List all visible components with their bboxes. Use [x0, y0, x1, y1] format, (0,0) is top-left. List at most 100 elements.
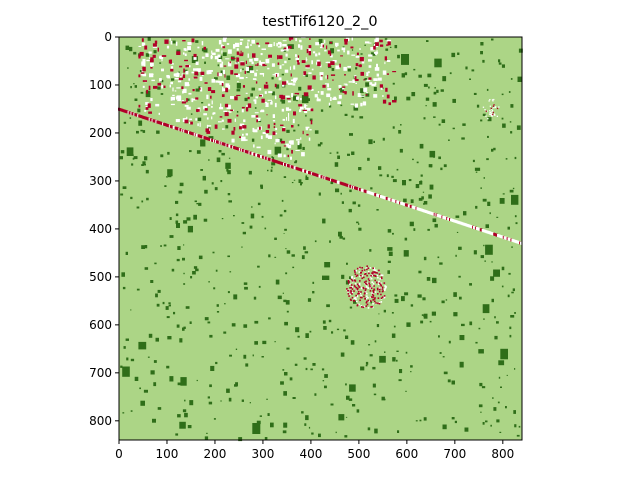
white-pixel — [206, 125, 212, 127]
white-pixel — [260, 110, 265, 113]
white-pixel — [214, 55, 219, 60]
line-white-segment — [497, 234, 499, 237]
red-pixel — [327, 74, 329, 80]
red-pixel — [178, 77, 184, 81]
red-pixel — [138, 54, 141, 59]
green-patch — [184, 399, 186, 402]
white-pixel — [324, 83, 328, 85]
line-red-segment — [245, 150, 248, 154]
blob-red-pixel — [377, 302, 379, 305]
line-red-segment — [339, 181, 342, 185]
white-pixel — [491, 112, 493, 114]
white-pixel — [150, 98, 153, 102]
green-patch — [168, 304, 171, 307]
green-patch — [207, 321, 211, 324]
blob-red-pixel — [363, 269, 366, 271]
green-patch — [251, 206, 253, 208]
line-white-segment — [456, 220, 459, 224]
line-red-segment — [311, 172, 314, 176]
white-pixel — [288, 113, 290, 118]
green-patch — [155, 337, 159, 342]
green-patch — [433, 116, 436, 118]
green-patch — [297, 143, 302, 150]
white-pixel — [324, 49, 327, 52]
green-patch — [278, 138, 283, 143]
green-patch — [244, 286, 248, 290]
line-red-segment — [276, 160, 279, 164]
green-patch — [328, 319, 332, 323]
green-patch — [404, 237, 408, 241]
white-pixel — [201, 74, 204, 76]
green-patch — [212, 251, 215, 254]
white-pixel — [352, 79, 355, 83]
white-pixel — [169, 38, 171, 41]
green-patch — [145, 169, 149, 174]
blob-white-pixel — [353, 297, 356, 300]
red-pixel — [221, 83, 224, 86]
white-pixel — [149, 73, 154, 78]
green-patch — [486, 88, 489, 91]
white-pixel — [309, 129, 312, 131]
red-pixel — [365, 94, 368, 96]
green-patch — [428, 194, 432, 199]
green-patch — [154, 262, 157, 265]
red-pixel — [242, 85, 245, 88]
white-pixel — [207, 103, 211, 106]
white-pixel — [142, 85, 145, 88]
white-pixel — [142, 58, 146, 64]
green-patch — [387, 260, 391, 263]
green-patch — [348, 208, 352, 213]
blob-white-pixel — [360, 294, 362, 297]
line-white-segment — [368, 191, 371, 195]
line-red-segment — [212, 139, 214, 142]
line-red-segment — [253, 152, 256, 156]
white-pixel — [377, 77, 382, 81]
line-white-segment — [248, 151, 251, 155]
green-patch — [478, 404, 483, 408]
green-patch — [429, 150, 436, 158]
white-pixel — [292, 78, 297, 83]
white-pixel — [176, 87, 181, 89]
red-pixel — [358, 64, 362, 67]
red-pixel — [256, 42, 259, 45]
line-white-segment — [133, 112, 136, 116]
blob-red-pixel — [372, 293, 374, 296]
green-patch — [180, 377, 187, 386]
blob-red-pixel — [380, 284, 382, 287]
red-pixel — [186, 98, 188, 103]
green-patch — [418, 197, 423, 201]
white-pixel — [271, 63, 275, 67]
white-pixel — [260, 53, 263, 56]
line-white-segment — [450, 218, 452, 222]
white-pixel — [221, 50, 223, 54]
green-patch — [169, 217, 172, 220]
line-red-segment — [247, 150, 250, 154]
white-pixel — [201, 56, 205, 59]
red-pixel — [296, 60, 299, 63]
line-white-segment — [471, 225, 473, 229]
line-white-segment — [403, 203, 406, 206]
red-pixel — [190, 121, 193, 125]
green-patch — [438, 123, 441, 126]
white-pixel — [184, 53, 187, 56]
red-pixel — [141, 38, 144, 42]
green-patch — [261, 356, 264, 358]
green-patch — [423, 203, 425, 205]
white-pixel — [260, 126, 262, 131]
blob-red-pixel — [360, 291, 362, 293]
green-patch — [295, 327, 300, 333]
white-pixel — [496, 115, 498, 117]
line-red-segment — [359, 188, 362, 192]
line-red-segment — [479, 228, 482, 232]
green-patch — [138, 341, 147, 350]
white-pixel — [270, 101, 273, 105]
white-pixel — [489, 111, 492, 113]
white-pixel — [149, 73, 154, 75]
green-patch — [137, 108, 141, 113]
green-patch — [512, 187, 515, 190]
line-white-segment — [444, 216, 446, 220]
green-patch — [198, 202, 202, 206]
green-patch — [144, 267, 149, 270]
blob-red-pixel — [374, 300, 376, 303]
blob-red-pixel — [383, 295, 386, 297]
